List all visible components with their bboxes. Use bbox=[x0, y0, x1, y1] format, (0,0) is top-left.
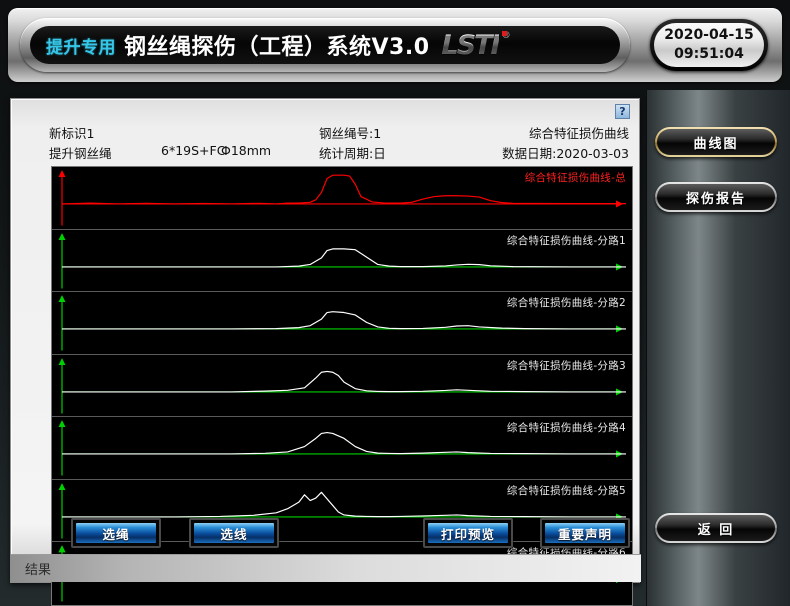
info-data-date: 数据日期:2020-03-03 bbox=[502, 146, 629, 161]
chart-row: 综合特征损伤曲线-分路5 bbox=[52, 480, 632, 543]
chart-channel-label: 综合特征损伤曲线-分路3 bbox=[506, 359, 626, 372]
chart-canvas bbox=[58, 295, 626, 351]
sidebar-item-back-label: 返 回 bbox=[657, 515, 775, 541]
rope-info-header: 新标识1 钢丝绳号:1 综合特征损伤曲线 提升钢丝绳 6*19S+FC Φ18m… bbox=[49, 123, 629, 163]
info-row-1: 新标识1 钢丝绳号:1 综合特征损伤曲线 bbox=[49, 123, 629, 143]
chart-canvas bbox=[58, 420, 626, 476]
damage-curve-trace bbox=[62, 432, 626, 455]
content-panel: ? 新标识1 钢丝绳号:1 综合特征损伤曲线 提升钢丝绳 6*19S+FC Φ1… bbox=[10, 98, 641, 606]
chart-row: 综合特征损伤曲线-分路2 bbox=[52, 292, 632, 355]
damage-curve-trace bbox=[61, 174, 626, 205]
logo-dot-icon bbox=[501, 31, 507, 36]
info-curve-title: 综合特征损伤曲线 bbox=[528, 126, 629, 141]
logo-text: LSTI bbox=[441, 29, 501, 61]
right-sidebar: 曲线图 探伤报告 返 回 bbox=[646, 90, 790, 606]
action-button-bar: 选绳 选线 打印预览 重要声明 bbox=[11, 518, 641, 552]
print-preview-button[interactable]: 打印预览 bbox=[423, 518, 513, 548]
damage-curve-trace bbox=[62, 311, 626, 330]
sidebar-item-back[interactable]: 返 回 bbox=[655, 513, 777, 543]
chart-canvas bbox=[58, 357, 626, 414]
chart-row: 综合特征损伤曲线-分路3 bbox=[52, 355, 632, 418]
app-title-bar: 提升专用 钢丝绳探伤（工程）系统V3.0 LSTI ® 2020-04-15 0… bbox=[8, 8, 782, 82]
title-display: 提升专用 钢丝绳探伤（工程）系统V3.0 LSTI ® bbox=[30, 26, 620, 64]
chart-channel-label: 综合特征损伤曲线-总 bbox=[524, 172, 626, 184]
chart-channel-label: 综合特征损伤曲线-分路5 bbox=[506, 484, 626, 497]
chart-channel-label: 综合特征损伤曲线-分路1 bbox=[506, 234, 626, 247]
chart-row: 综合特征损伤曲线-分路1 bbox=[52, 230, 632, 293]
chart-canvas bbox=[58, 232, 626, 289]
app-title: 钢丝绳探伤（工程）系统V3.0 bbox=[124, 35, 430, 60]
select-rope-button[interactable]: 选绳 bbox=[71, 518, 161, 548]
info-rope-type: 提升钢丝绳 bbox=[49, 146, 112, 161]
sidebar-item-curve-chart[interactable]: 曲线图 bbox=[655, 127, 777, 157]
info-period: 统计周期:日 bbox=[319, 146, 386, 161]
status-bar: 结果 bbox=[11, 554, 641, 582]
title-tag: 提升专用 bbox=[46, 37, 116, 58]
chart-row: 综合特征损伤曲线-总 bbox=[52, 167, 632, 230]
chart-canvas bbox=[58, 482, 626, 539]
print-preview-label: 打印预览 bbox=[428, 523, 508, 543]
info-mark: 新标识1 bbox=[49, 126, 95, 141]
select-line-button[interactable]: 选线 bbox=[189, 518, 279, 548]
info-row-2: 提升钢丝绳 6*19S+FC Φ18mm 统计周期:日 数据日期:2020-03… bbox=[49, 143, 629, 163]
clock-face: 2020-04-15 09:51:04 bbox=[654, 23, 764, 67]
info-rope-no: 钢丝绳号:1 bbox=[319, 126, 382, 141]
clock-date: 2020-04-15 bbox=[664, 27, 754, 44]
title-plate: 提升专用 钢丝绳探伤（工程）系统V3.0 LSTI ® bbox=[20, 18, 630, 72]
sidebar-item-curve-chart-label: 曲线图 bbox=[657, 129, 775, 155]
chart-channel-label: 综合特征损伤曲线-分路4 bbox=[506, 422, 626, 435]
lsti-logo: LSTI ® bbox=[441, 29, 511, 61]
chart-channel-label: 综合特征损伤曲线-分路2 bbox=[506, 297, 626, 310]
damage-curve-trace bbox=[62, 491, 626, 518]
select-line-label: 选线 bbox=[194, 523, 274, 543]
important-notice-button[interactable]: 重要声明 bbox=[540, 518, 630, 548]
help-icon[interactable]: ? bbox=[615, 104, 630, 119]
chart-row: 综合特征损伤曲线-分路4 bbox=[52, 417, 632, 480]
sidebar-item-inspection-report[interactable]: 探伤报告 bbox=[655, 182, 777, 212]
sidebar-item-inspection-report-label: 探伤报告 bbox=[657, 184, 775, 210]
status-text: 结果 bbox=[25, 563, 52, 578]
clock-widget: 2020-04-15 09:51:04 bbox=[650, 19, 768, 71]
info-diameter: Φ18mm bbox=[221, 143, 272, 158]
damage-curve-trace bbox=[62, 247, 626, 268]
select-rope-label: 选绳 bbox=[76, 523, 156, 543]
clock-time: 09:51:04 bbox=[674, 46, 744, 62]
registered-mark: ® bbox=[501, 31, 511, 41]
damage-curve-trace bbox=[62, 370, 626, 393]
important-notice-label: 重要声明 bbox=[545, 523, 625, 543]
info-structure: 6*19S+FC bbox=[161, 143, 226, 158]
chart-canvas bbox=[58, 170, 626, 226]
